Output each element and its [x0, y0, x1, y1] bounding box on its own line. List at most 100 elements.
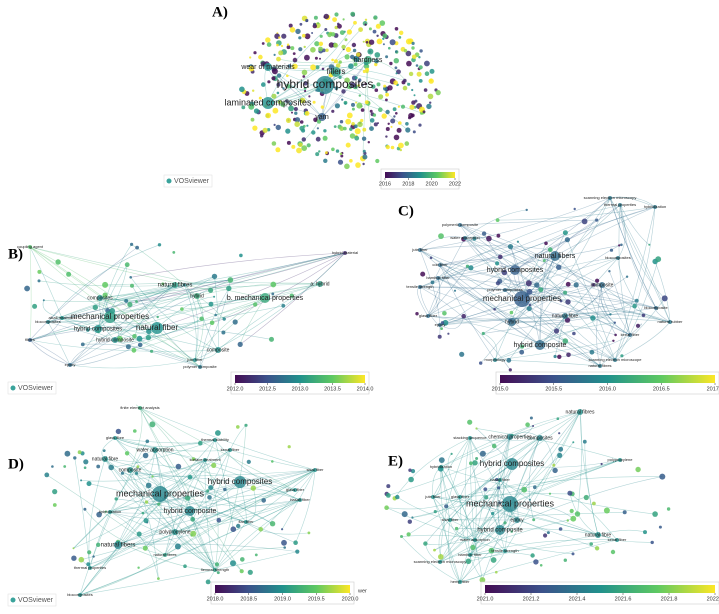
network-node [263, 128, 268, 133]
node-label: composites [87, 295, 113, 301]
network-node [127, 302, 132, 307]
network-node [302, 70, 308, 76]
network-node [467, 420, 472, 425]
network-node [540, 564, 543, 567]
network-node [472, 460, 477, 465]
node-label: composite [207, 347, 230, 353]
network-node [149, 421, 155, 427]
network-node [497, 486, 500, 489]
network-node [347, 29, 352, 34]
network-node [359, 94, 361, 96]
network-node [137, 532, 142, 537]
network-node [294, 121, 300, 127]
node-label: kenaf fiber [621, 332, 640, 337]
network-node [125, 451, 129, 455]
network-node [278, 36, 280, 38]
network-node [390, 39, 396, 45]
network-node [340, 153, 343, 156]
node-label: laminated composites [224, 97, 312, 107]
network-node [521, 487, 527, 493]
network-node [466, 559, 472, 565]
network-node [397, 128, 402, 133]
network-node [345, 119, 351, 125]
network-node [277, 92, 280, 95]
node-label: composite [119, 467, 142, 473]
node-label: surface treatment [189, 457, 221, 462]
network-node [254, 108, 259, 113]
network-node [272, 141, 277, 146]
network-node [215, 562, 219, 566]
network-node [87, 481, 92, 486]
network-node [270, 521, 275, 526]
network-node [349, 128, 352, 131]
network-node [188, 475, 193, 480]
colorbar-tick-label: 2018 [402, 181, 414, 187]
node-label: biocomposites [605, 255, 631, 260]
network-node [336, 149, 339, 152]
colorbar [235, 375, 365, 383]
network-node [321, 105, 324, 108]
network-node [300, 120, 304, 124]
network-node [285, 129, 290, 134]
network-node [311, 130, 315, 134]
node-label: yarn [315, 114, 329, 121]
network-node [498, 255, 503, 260]
network-node [273, 108, 279, 114]
network-node [572, 441, 574, 443]
node-label: hybrid composites [487, 267, 544, 274]
node-label: composite [591, 282, 614, 288]
network-node [287, 44, 289, 46]
network-node [92, 555, 94, 557]
network-node [393, 80, 398, 85]
network-node [293, 540, 298, 545]
network-node [84, 466, 87, 469]
network-node [305, 19, 308, 22]
network-node [334, 59, 338, 63]
network-edge [90, 511, 190, 568]
network-node [307, 143, 311, 147]
node-label: thermal properties [74, 565, 106, 570]
node-label: basalt fiber [490, 477, 510, 482]
node-label: morphology [485, 357, 506, 362]
network-edge [70, 340, 115, 365]
node-label: flax fiber [238, 519, 254, 524]
network-node [398, 106, 400, 108]
network-node [355, 128, 361, 134]
network-node [146, 335, 151, 340]
network-node [385, 135, 387, 137]
network-edge [223, 298, 265, 333]
node-label: natural fibres [153, 552, 176, 557]
network-node [319, 58, 321, 60]
colorbar-tick-label: 2012.0 [227, 386, 244, 392]
network-node [286, 118, 291, 123]
network-node [496, 218, 500, 222]
network-node [52, 489, 57, 494]
node-label: hybrid composite [477, 528, 523, 534]
network-node [395, 112, 398, 115]
network-node [313, 101, 316, 104]
network-node [652, 511, 658, 517]
network-node [377, 39, 383, 45]
network-node [609, 313, 611, 315]
network-node [108, 465, 114, 471]
network-node [324, 28, 327, 31]
network-node [144, 518, 149, 523]
network-node [574, 282, 579, 287]
network-node [66, 272, 71, 277]
network-node [538, 287, 543, 292]
node-label: natural fibers [101, 543, 136, 549]
network-node [260, 134, 263, 137]
network-node [258, 527, 263, 532]
network-node [491, 512, 494, 515]
network-node [314, 41, 319, 46]
network-node [269, 337, 274, 342]
network-node [544, 242, 548, 246]
network-node [353, 21, 357, 25]
network-node [517, 241, 519, 243]
node-label: fillers [327, 67, 346, 76]
network-node [373, 15, 377, 19]
logo-text: VOSviewer [18, 597, 54, 604]
network-node [395, 495, 399, 499]
network-node [143, 546, 148, 551]
panel-label: C) [398, 203, 414, 219]
